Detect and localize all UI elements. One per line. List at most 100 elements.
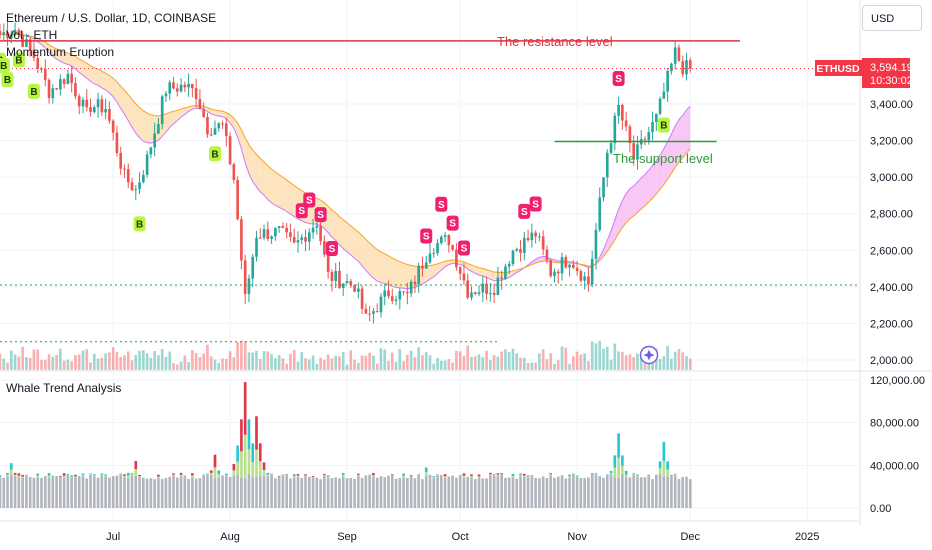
whale-base-bar	[624, 477, 628, 508]
cloud-segment	[286, 179, 291, 214]
volume-bar	[330, 358, 334, 370]
whale-mid-bar	[390, 475, 394, 477]
whale-base-bar	[654, 475, 658, 508]
candle-body	[598, 197, 602, 230]
whale-top-bar	[647, 474, 651, 476]
cloud-segment	[347, 222, 351, 255]
whale-top-bar	[326, 475, 330, 477]
candle-body	[168, 82, 172, 94]
volume-bar	[108, 352, 111, 370]
candle-body	[477, 292, 481, 294]
volume-bar	[681, 352, 685, 370]
cloud-segment	[611, 220, 615, 247]
whale-base-bar	[511, 477, 515, 508]
cloud-segment	[82, 61, 87, 79]
whale-base-bar	[685, 476, 688, 508]
candle-body	[421, 265, 424, 269]
cloud-segment	[101, 71, 106, 90]
whale-base-bar	[168, 476, 172, 508]
whale-top-bar	[526, 475, 530, 477]
cloud-segment	[614, 209, 619, 240]
time-axis[interactable]: Jul Aug Sep Oct Nov Dec 2025	[106, 531, 819, 543]
candle-body	[587, 276, 590, 285]
cloud-segment	[64, 52, 68, 65]
compass-icon[interactable]	[639, 345, 659, 365]
currency-button[interactable]: USD	[862, 5, 922, 31]
sell-signal	[446, 215, 459, 231]
whale-mid-bar	[104, 475, 107, 477]
whale-axis[interactable]: 0.00 40,000.00 80,000.00 120,000.00	[870, 375, 925, 515]
whale-base-bar	[390, 476, 394, 508]
candle-body	[74, 82, 77, 97]
whale-top-bar	[492, 474, 496, 475]
whale-top-bar	[240, 419, 243, 452]
volume-bar	[458, 351, 462, 370]
volume-bar	[406, 354, 409, 370]
whale-top-bar	[130, 473, 134, 475]
volume-bar	[477, 354, 481, 370]
volume-bar	[47, 354, 51, 370]
whale-base-bar	[496, 475, 500, 508]
buy-signal	[657, 117, 670, 133]
whale-base-bar	[13, 476, 17, 508]
cloud-segment	[626, 188, 630, 223]
cloud-segment	[392, 258, 397, 288]
candle-body	[568, 264, 571, 268]
candle-body	[187, 83, 190, 88]
whale-mid-bar	[17, 475, 21, 478]
candle-body	[594, 229, 598, 259]
whale-top-bar	[292, 474, 296, 477]
whale-base-bar	[51, 477, 55, 508]
whale-base-bar	[77, 476, 81, 508]
whale-mid-bar	[13, 474, 17, 477]
candle-body	[13, 29, 17, 35]
candle-body	[583, 276, 586, 281]
whale-base-bar	[138, 477, 141, 508]
whale-mid-bar	[138, 476, 141, 478]
cloud-segment	[637, 177, 642, 213]
candle-body	[530, 232, 534, 241]
cloud-segment	[79, 59, 83, 76]
volume-bar	[504, 349, 507, 370]
whale-base-bar	[436, 474, 439, 508]
whale-base-bar	[130, 475, 134, 508]
cloud-segment	[328, 206, 332, 238]
cloud-segment	[335, 212, 340, 245]
whale-base-bar	[66, 475, 70, 508]
volume-bar	[307, 359, 311, 370]
whale-tick-label: 0.00	[870, 503, 891, 515]
whale-base-bar	[213, 477, 217, 508]
candle-body	[364, 308, 368, 314]
whale-mid-bar	[130, 474, 134, 476]
price-axis[interactable]: 2,000.00 2,200.00 2,400.00 2,600.00 2,800.00…	[870, 99, 913, 367]
candle-body	[613, 115, 617, 144]
whale-base-bar	[609, 474, 613, 508]
whale-top-bar	[89, 473, 92, 475]
whale-mid-bar	[326, 476, 330, 478]
whale-mid-bar	[240, 451, 243, 478]
volume-label: Vol · ETH	[6, 28, 58, 42]
whale-base-bar	[172, 475, 175, 508]
cloud-segment	[271, 169, 276, 206]
buy-signal	[209, 146, 221, 162]
cloud-segment	[165, 112, 170, 133]
time-tick-label: Oct	[452, 531, 469, 543]
cloud-segment	[422, 266, 427, 284]
volume-bar	[319, 357, 322, 370]
whale-mid-bar	[489, 474, 492, 476]
candle-body	[507, 264, 511, 267]
volume-bar	[311, 355, 315, 370]
candle-body	[326, 254, 330, 272]
whale-base-bar	[406, 477, 409, 508]
candle-body	[360, 288, 364, 309]
volume-bar	[13, 354, 17, 370]
sell-signal	[518, 203, 531, 219]
candle-body	[47, 79, 51, 99]
whale-base-bar	[108, 477, 111, 508]
sell-signal-label: S	[423, 231, 430, 242]
whale-top-bar	[251, 443, 255, 463]
whale-base-bar	[206, 474, 209, 508]
cloud-segment	[396, 260, 400, 288]
candle-body	[432, 253, 436, 255]
